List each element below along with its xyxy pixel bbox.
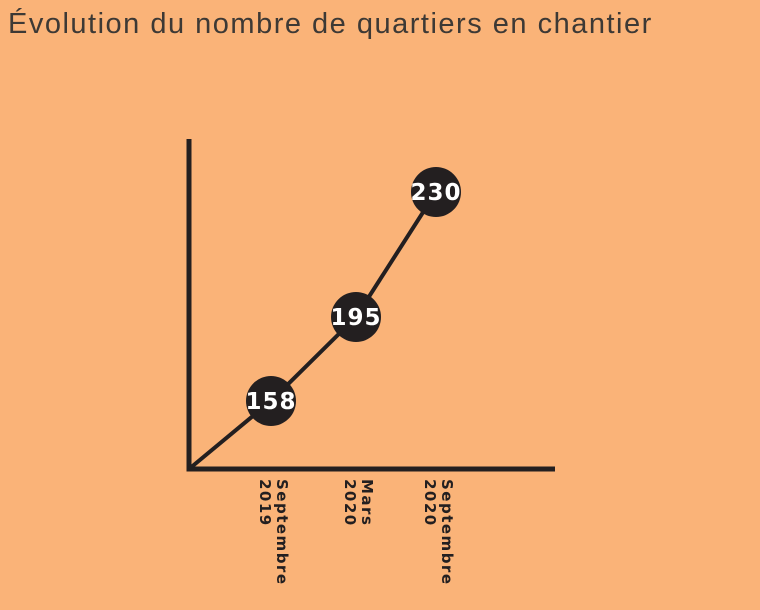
x-axis-label-line: Septembre (438, 479, 456, 586)
x-axis-label-line: 2020 (341, 479, 359, 527)
data-point-marker (411, 167, 461, 217)
x-axis-label-line: Septembre (273, 479, 291, 586)
data-point-marker (246, 376, 296, 426)
x-axis-label: Septembre2019 (256, 479, 291, 586)
data-point: 195 (330, 292, 381, 342)
data-point-value: 230 (410, 180, 461, 206)
data-point-marker (331, 292, 381, 342)
data-point: 158 (245, 376, 296, 426)
data-point-value: 158 (245, 389, 296, 415)
chart-title: Évolution du nombre de quartiers en chan… (8, 8, 653, 40)
x-axis-label: Mars2020 (341, 479, 376, 527)
data-line (187, 190, 438, 471)
x-axis-label-line: 2020 (421, 479, 439, 527)
x-axis-label: Septembre2020 (421, 479, 456, 586)
x-axis-label-line: Mars (358, 479, 376, 526)
data-point: 230 (410, 167, 461, 217)
x-axis-label-line: 2019 (256, 479, 274, 527)
data-point-value: 195 (330, 305, 381, 331)
